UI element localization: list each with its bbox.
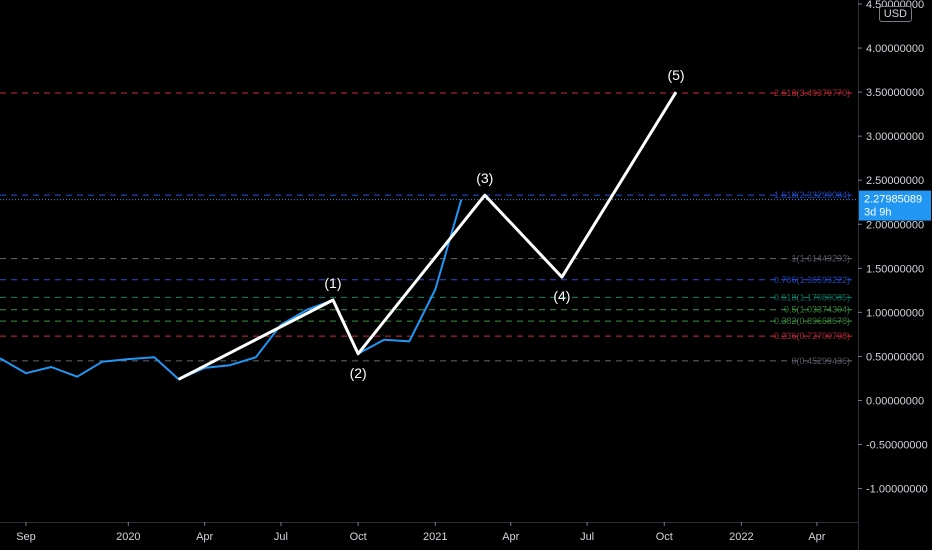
x-tick-label: 2021 (423, 531, 447, 543)
fib-level-label: 0.382(0.89668678) (774, 316, 850, 326)
last-price-tag-background (859, 190, 931, 221)
wave-label: (4) (553, 288, 570, 304)
y-tick-label: -1.00000000 (866, 484, 928, 496)
x-tick-label: Apr (196, 531, 213, 543)
y-tick-label: -0.50000000 (866, 440, 928, 452)
bar-countdown: 3d 9h (864, 207, 892, 219)
x-tick-label: Oct (350, 531, 367, 543)
fib-level-label: 2.618(3.49379770) (774, 88, 850, 98)
x-tick-label: Sep (16, 531, 36, 543)
x-tick-label: 2020 (116, 531, 140, 543)
wave-label: (2) (350, 365, 367, 381)
y-tick-label: 0.00000000 (866, 395, 924, 407)
y-tick-label: 4.50000000 (866, 0, 924, 11)
fib-level-label: 0.5(1.03374304) (784, 305, 850, 315)
y-tick-label: 2.00000000 (866, 219, 924, 231)
wave-label: (1) (324, 275, 341, 291)
y-tick-label: 4.00000000 (866, 43, 924, 55)
y-tick-label: 3.00000000 (866, 131, 924, 143)
elliott-wave-layer: (1) (2) (3) (4) (5) (177, 67, 685, 381)
fib-level-label: 0.236(0.72700798) (774, 331, 850, 341)
y-tick-label: 1.00000000 (866, 307, 924, 319)
price-line[interactable] (0, 199, 463, 381)
x-tick-label: Oct (656, 531, 673, 543)
y-tick-label: 2.50000000 (866, 175, 924, 187)
x-tick-label: Apr (808, 531, 825, 543)
fib-level-label: 1(1.61449293) (791, 254, 850, 264)
y-tick-label: 3.50000000 (866, 87, 924, 99)
fibonacci-extension-levels: 2.618(3.49379770) 1.618(2.33299084) 1(1.61… (0, 88, 858, 366)
fib-level-label: 0.786(1.36593222) (774, 275, 850, 285)
y-tick-label: 0.50000000 (866, 351, 924, 363)
x-tick-label: Jul (580, 531, 594, 543)
x-tick-label: Apr (502, 531, 519, 543)
wave-label: (3) (476, 170, 493, 186)
wave-label: (5) (667, 67, 684, 83)
fib-level-label: 0.618(1.17080085) (774, 292, 850, 302)
last-price-value: 2.27985089 (864, 194, 922, 206)
currency-label[interactable]: USD (878, 6, 912, 22)
x-tick-label: 2022 (729, 531, 753, 543)
elliott-wave-path[interactable] (177, 91, 678, 381)
y-tick-label: 1.50000000 (866, 263, 924, 275)
fib-level-label: 0(0.45299436) (791, 356, 850, 366)
fib-level-label: 1.618(2.33299084) (774, 190, 850, 200)
price-series-layer (0, 199, 463, 381)
x-tick-label: Jul (274, 531, 288, 543)
